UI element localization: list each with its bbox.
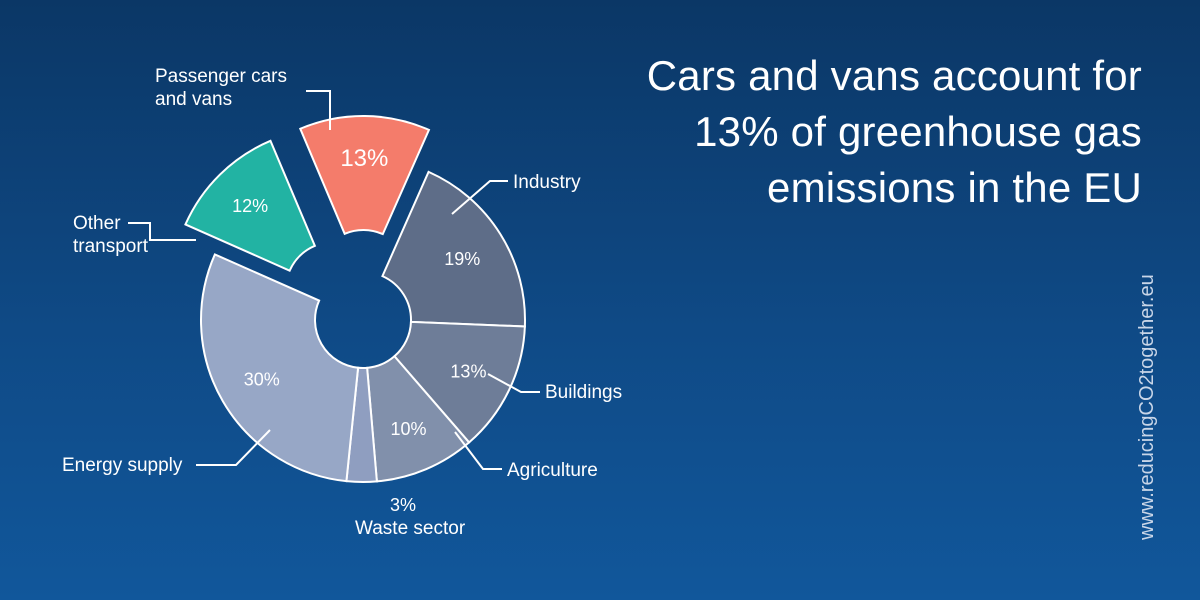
slice-other-transport [184, 139, 317, 272]
leader-line-energy-supply [196, 429, 271, 466]
leader-line-buildings [487, 373, 540, 393]
leader-line-industry [451, 180, 508, 215]
category-label-industry: Industry [513, 172, 581, 193]
source-url: www.reducingCO2together.eu [1136, 274, 1158, 540]
value-label-agriculture: 10% [391, 419, 427, 439]
category-label-other-transport-line-2: transport [73, 236, 149, 257]
category-label-agriculture: Agriculture [507, 460, 598, 481]
title-line-1: Cars and vans account for [646, 52, 1142, 99]
slice-buildings [393, 320, 526, 444]
leader-line-other-transport [128, 222, 196, 241]
category-label-passenger-cars-and-vans-line-2: and vans [155, 89, 232, 110]
category-label-passenger-cars-and-vans: Passenger cars [155, 66, 287, 87]
chart-title: Cars and vans account for 13% of greenho… [542, 48, 1142, 216]
slice-energy-supply [200, 253, 360, 483]
title-line-2: 13% of greenhouse gas [694, 108, 1142, 155]
slice-passenger-cars-and-vans [298, 115, 431, 236]
category-label-other-transport: Other [73, 213, 121, 234]
leader-line-passenger-cars-and-vans [306, 90, 331, 130]
value-label-waste-sector: 3% [390, 495, 416, 515]
category-label-waste-sector: Waste sector [355, 518, 466, 539]
value-label-industry: 19% [444, 249, 480, 269]
value-label-other-transport: 12% [232, 196, 268, 216]
category-label-energy-supply: Energy supply [62, 455, 183, 476]
value-label-buildings: 13% [450, 362, 486, 382]
leader-line-agriculture [454, 431, 502, 470]
category-label-buildings: Buildings [545, 382, 622, 403]
value-label-energy-supply: 30% [244, 370, 280, 390]
title-line-3: emissions in the EU [767, 164, 1142, 211]
value-label-passenger-cars-and-vans: 13% [340, 145, 388, 172]
